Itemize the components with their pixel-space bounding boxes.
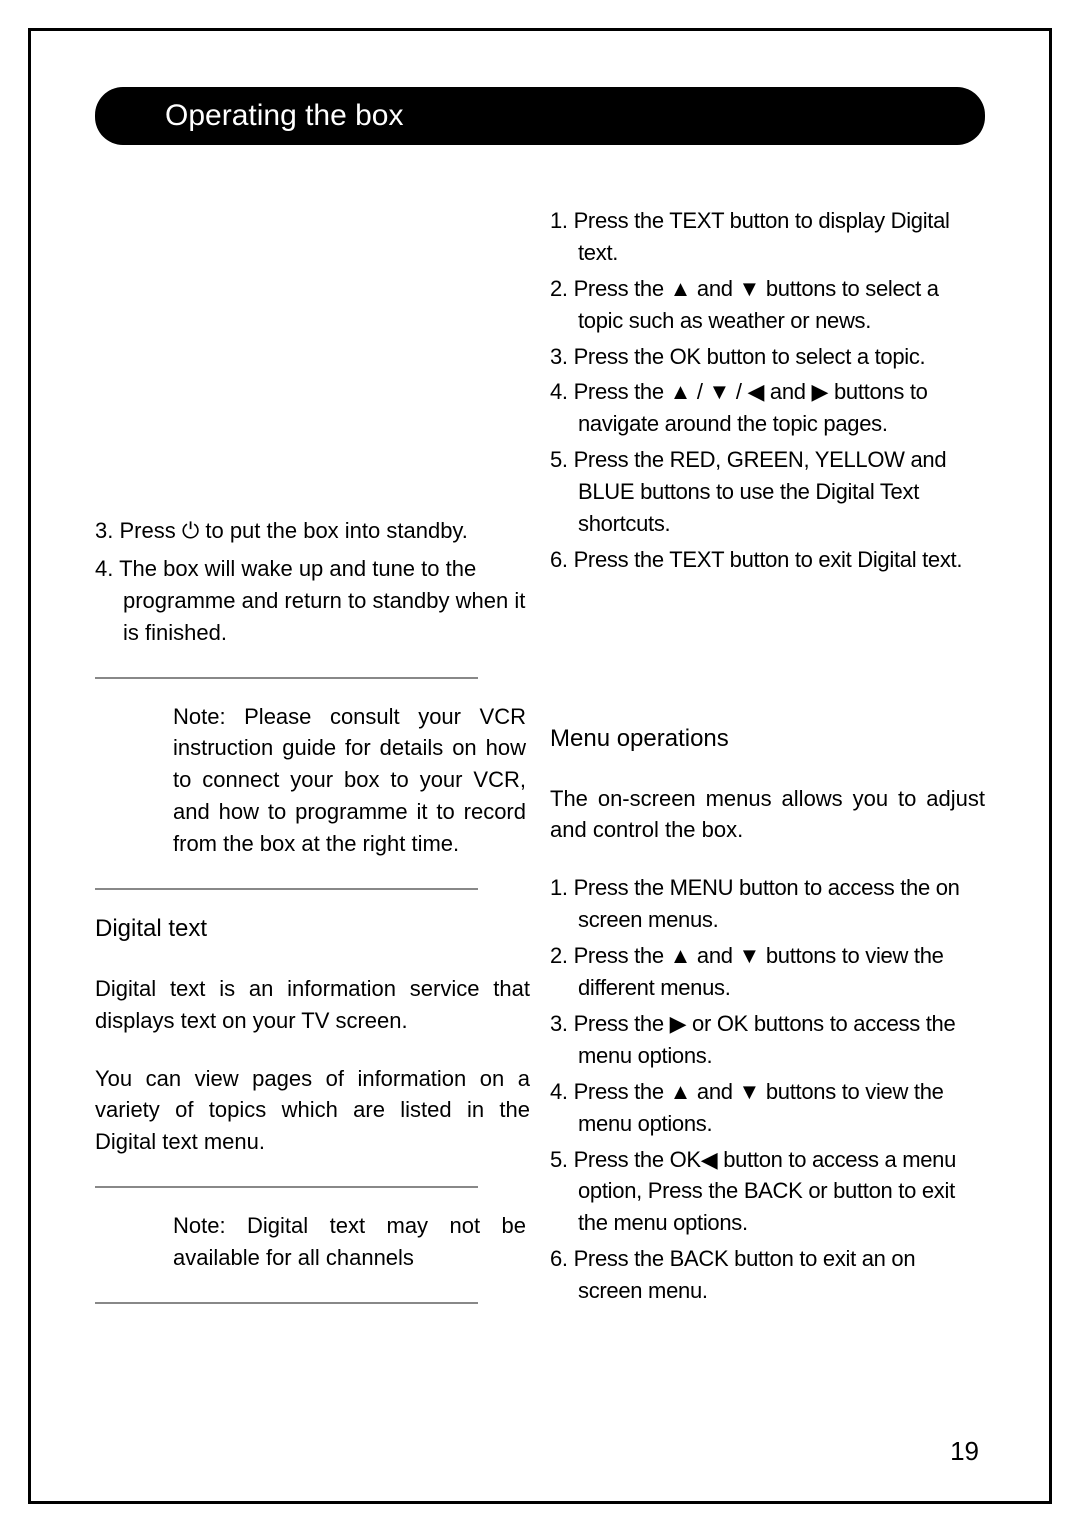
menu-operations-heading: Menu operations (550, 722, 985, 757)
item-number: 1. (550, 208, 574, 233)
item-number: 6. (550, 1246, 574, 1271)
item-text: The box will wake up and tune to the pro… (119, 556, 525, 645)
menu-intro-paragraph: The on-screen menus allows you to adjust… (550, 783, 985, 847)
standby-steps: 3. Press ⏻ to put the box into standby. … (95, 515, 530, 649)
list-item: 6. Press the TEXT button to exit Digital… (550, 544, 985, 576)
item-text: and (764, 379, 811, 404)
divider (95, 1302, 478, 1304)
right-icon: ▶ (812, 379, 829, 404)
item-text: and (691, 943, 738, 968)
item-number: 1. (550, 875, 574, 900)
list-item: 2. Press the ▲ and ▼ buttons to select a… (550, 273, 985, 337)
item-number: 3. (550, 1011, 574, 1036)
item-text: and (691, 1079, 738, 1104)
down-icon: ▼ (739, 1079, 760, 1104)
list-item: 4. The box will wake up and tune to the … (95, 553, 530, 649)
item-text: and (905, 447, 947, 472)
left-icon: ◀ (701, 1147, 718, 1172)
divider (95, 1186, 478, 1188)
item-number: 4. (550, 1079, 574, 1104)
button-label: MENU (670, 875, 739, 900)
list-item: 5. Press the RED, GREEN, YELLOW and BLUE… (550, 444, 985, 540)
right-icon: ▶ (670, 1011, 687, 1036)
item-text: / (691, 379, 708, 404)
item-text: to put the box into standby. (199, 518, 468, 543)
list-item: 4. Press the ▲ and ▼ buttons to view the… (550, 1076, 985, 1140)
item-number: 4. (550, 379, 574, 404)
item-text: / (730, 379, 747, 404)
item-text: Press the (574, 1147, 670, 1172)
button-label: TEXT (669, 208, 724, 233)
digital-text-steps: 1. Press the TEXT button to display Digi… (550, 205, 985, 576)
digital-text-paragraph: You can view pages of information on a v… (95, 1063, 530, 1159)
list-item: 1. Press the MENU button to access the o… (550, 872, 985, 936)
item-number: 3. (550, 344, 574, 369)
item-number: 5. (550, 447, 574, 472)
page-number: 19 (950, 1436, 979, 1467)
item-text: button to select a topic. (701, 344, 926, 369)
power-icon: ⏻ (182, 518, 199, 543)
item-text: Press the (574, 943, 670, 968)
item-text: Press the (574, 447, 670, 472)
button-label: OK (670, 344, 701, 369)
divider (95, 677, 478, 679)
digital-text-heading: Digital text (95, 912, 530, 947)
item-text: Press the (574, 547, 670, 572)
note-digital-text: Note: Digital text may not be available … (95, 1210, 530, 1274)
up-icon: ▲ (670, 1079, 691, 1104)
down-icon: ▼ (739, 276, 760, 301)
button-label: TEXT (669, 547, 724, 572)
button-label: OK (670, 1147, 701, 1172)
list-item: 1. Press the TEXT button to display Digi… (550, 205, 985, 269)
digital-text-paragraph: Digital text is an information service t… (95, 973, 530, 1037)
item-number: 2. (550, 943, 574, 968)
item-text: and (691, 276, 738, 301)
list-item: 4. Press the ▲ / ▼ / ◀ and ▶ buttons to … (550, 376, 985, 440)
up-icon: ▲ (670, 276, 691, 301)
spacer (550, 580, 985, 700)
up-icon: ▲ (670, 943, 691, 968)
item-text: Press the (574, 344, 670, 369)
button-label: BACK (670, 1246, 735, 1271)
up-icon: ▲ (670, 379, 691, 404)
divider (95, 888, 478, 890)
section-title-bar: Operating the box (95, 87, 985, 145)
item-text: Press the (574, 276, 670, 301)
item-number: 2. (550, 276, 574, 301)
item-number: 4. (95, 556, 113, 581)
note-text: Note: Digital text may not be available … (173, 1213, 526, 1270)
left-icon: ◀ (747, 379, 764, 404)
right-column: 1. Press the TEXT button to display Digi… (550, 205, 985, 1326)
list-item: 2. Press the ▲ and ▼ buttons to view the… (550, 940, 985, 1004)
list-item: 3. Press the ▶ or OK buttons to access t… (550, 1008, 985, 1072)
note-vcr: Note: Please consult your VCR instructio… (95, 701, 530, 860)
item-text: Press the (574, 875, 670, 900)
page-frame: Operating the box 3. Press ⏻ to put the … (28, 28, 1052, 1504)
item-text: button to exit Digital text. (724, 547, 962, 572)
item-number: 3. (95, 518, 113, 543)
list-item: 3. Press the OK button to select a topic… (550, 341, 985, 373)
item-text: Press the (574, 379, 670, 404)
item-text: Press the (574, 1079, 670, 1104)
left-column: 3. Press ⏻ to put the box into standby. … (95, 205, 530, 1326)
button-label: BLUE (578, 479, 634, 504)
section-title: Operating the box (165, 99, 404, 132)
item-text: Press the (574, 208, 670, 233)
button-label: RED, GREEN, YELLOW (670, 447, 905, 472)
button-label: BACK (744, 1178, 809, 1203)
two-column-layout: 3. Press ⏻ to put the box into standby. … (95, 205, 985, 1326)
list-item: 5. Press the OK◀ button to access a menu… (550, 1144, 985, 1240)
item-text: Press the (574, 1011, 670, 1036)
menu-operation-steps: 1. Press the MENU button to access the o… (550, 872, 985, 1307)
down-icon: ▼ (709, 379, 730, 404)
item-text: Press (119, 518, 181, 543)
list-item: 3. Press ⏻ to put the box into standby. (95, 515, 530, 547)
list-item: 6. Press the BACK button to exit an on s… (550, 1243, 985, 1307)
item-text: Press the (574, 1246, 670, 1271)
item-number: 6. (550, 547, 574, 572)
item-number: 5. (550, 1147, 574, 1172)
note-text: Note: Please consult your VCR instructio… (173, 704, 526, 857)
down-icon: ▼ (739, 943, 760, 968)
item-text: or (808, 1178, 833, 1203)
